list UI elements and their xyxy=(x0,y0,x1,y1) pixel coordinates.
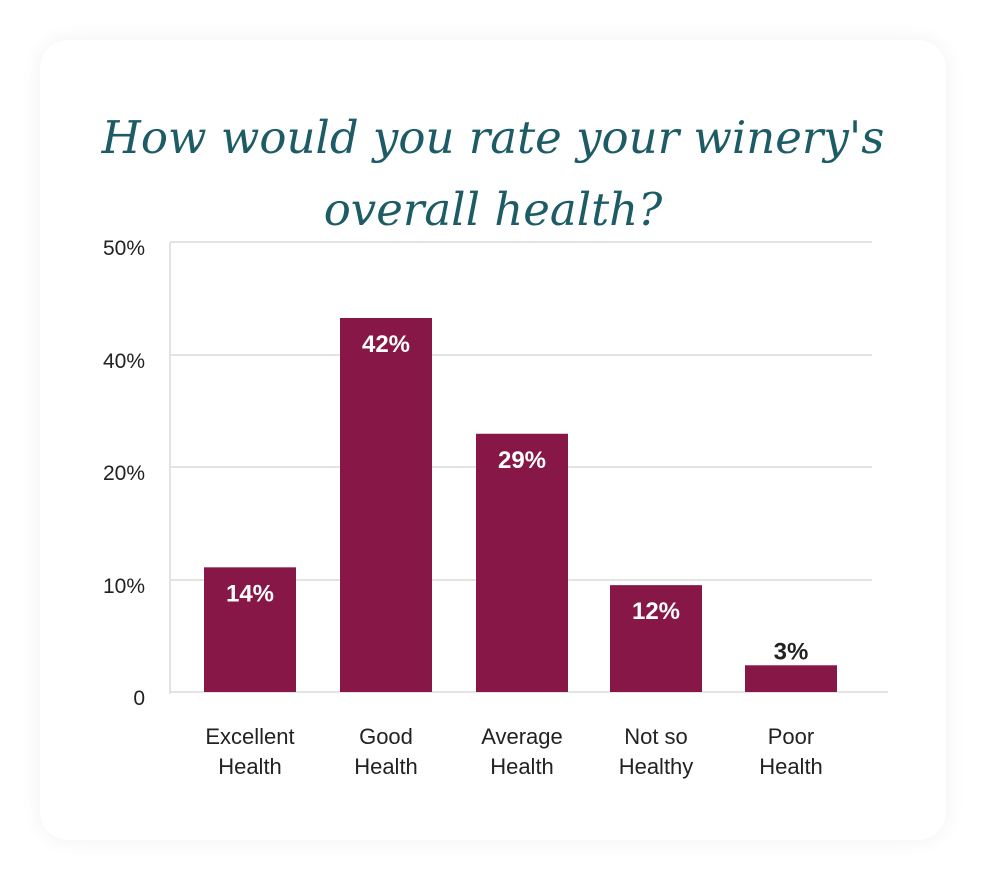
bar xyxy=(610,585,702,692)
labels: 14% Excellent Health 42% Good Health 29% Averag… xyxy=(205,331,822,779)
bar xyxy=(204,567,296,692)
x-category-label: Health xyxy=(490,754,554,779)
x-category-label: Poor xyxy=(768,724,814,749)
bar xyxy=(340,318,432,692)
x-category-label: Not so xyxy=(624,724,688,749)
y-tick-label: 40% xyxy=(103,350,145,373)
y-axis: 0 10% 20% 40% 50% xyxy=(103,237,171,710)
x-category-label: Average xyxy=(481,724,563,749)
bar-value-label: 3% xyxy=(774,638,809,665)
y-tick-label: 20% xyxy=(103,462,145,485)
chart-title: How would you rate your winery's overall… xyxy=(101,111,885,236)
bar-value-label: 14% xyxy=(226,580,274,607)
x-category-label: Health xyxy=(759,754,823,779)
bars xyxy=(204,318,837,692)
y-tick-label: 0 xyxy=(133,687,145,710)
bar-value-label: 29% xyxy=(498,447,546,474)
x-category-label: Excellent xyxy=(205,724,294,749)
x-category-label: Health xyxy=(218,754,282,779)
x-category-label: Health xyxy=(354,754,418,779)
bar xyxy=(745,665,837,692)
x-category-label: Healthy xyxy=(619,754,694,779)
bar-value-label: 12% xyxy=(632,598,680,625)
x-category-label: Good xyxy=(359,724,413,749)
bar-value-label: 42% xyxy=(362,331,410,358)
y-tick-label: 50% xyxy=(103,237,145,260)
y-tick-label: 10% xyxy=(103,575,145,598)
bar xyxy=(476,433,568,692)
